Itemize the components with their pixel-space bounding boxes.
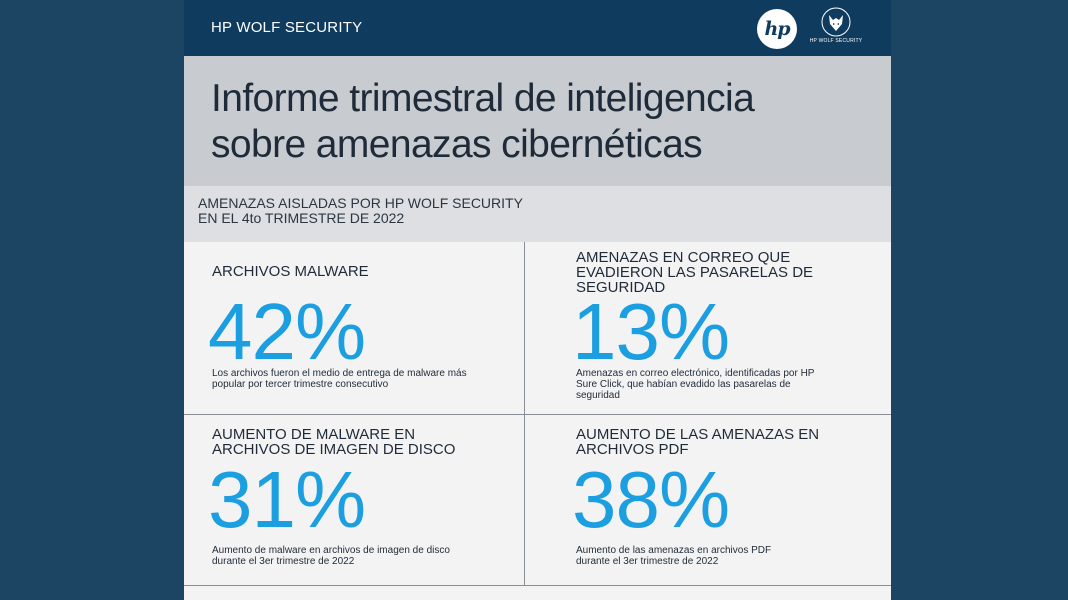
wolf-logo: HP WOLF SECURITY <box>806 7 866 51</box>
section-subtitle: AMENAZAS AISLADAS POR HP WOLF SECURITY E… <box>198 196 858 226</box>
stat-description: Aumento de las amenazas en archivos PDF … <box>576 545 772 567</box>
hp-logo: hp <box>757 9 797 49</box>
page-title: Informe trimestral de inteligencia sobre… <box>211 76 881 168</box>
stat-card-email-threats: AMENAZAS EN CORREO QUE EVADIERON LAS PAS… <box>525 242 891 414</box>
page-title-line-2: sobre amenazas cibernéticas <box>211 123 703 166</box>
stats-grid <box>184 242 891 600</box>
stat-value: 13% <box>572 287 730 376</box>
stat-label: AUMENTO DE LAS AMENAZAS EN ARCHIVOS PDF <box>576 426 820 458</box>
stat-description: Los archivos fueron el medio de entrega … <box>212 368 467 390</box>
stat-label: AUMENTO DE MALWARE EN ARCHIVOS DE IMAGEN… <box>212 426 456 458</box>
stat-value: 38% <box>572 455 730 544</box>
stat-card-malware-files: ARCHIVOS MALWARE 42% Los archivos fueron… <box>184 242 524 414</box>
horizontal-divider <box>184 414 891 415</box>
wolf-icon <box>821 7 851 37</box>
subtitle-band: AMENAZAS AISLADAS POR HP WOLF SECURITY E… <box>184 186 891 242</box>
stat-description: Aumento de malware en archivos de imagen… <box>212 545 450 567</box>
stat-card-disk-image: AUMENTO DE MALWARE EN ARCHIVOS DE IMAGEN… <box>184 415 524 585</box>
stat-label: ARCHIVOS MALWARE <box>212 263 369 280</box>
wolf-logo-caption: HP WOLF SECURITY <box>809 38 863 44</box>
subtitle-line-2: EN EL 4to TRIMESTRE DE 2022 <box>198 210 405 226</box>
stat-label: AMENAZAS EN CORREO QUE EVADIERON LAS PAS… <box>576 249 814 296</box>
stat-value: 42% <box>208 287 366 376</box>
header-bar: HP WOLF SECURITY hp HP WOLF SECURITY <box>184 0 891 56</box>
stat-description: Amenazas en correo electrónico, identifi… <box>576 368 815 401</box>
brand-name: HP WOLF SECURITY <box>211 19 363 36</box>
title-band: Informe trimestral de inteligencia sobre… <box>184 56 891 186</box>
bottom-divider <box>184 585 891 586</box>
subtitle-line-1: AMENAZAS AISLADAS POR HP WOLF SECURITY <box>198 195 523 211</box>
page-title-line-1: Informe trimestral de inteligencia <box>211 77 755 120</box>
stat-card-pdf-threats: AUMENTO DE LAS AMENAZAS EN ARCHIVOS PDF … <box>525 415 891 585</box>
stat-value: 31% <box>208 455 366 544</box>
infographic: HP WOLF SECURITY hp HP WOLF SECURITY Inf… <box>184 0 891 600</box>
